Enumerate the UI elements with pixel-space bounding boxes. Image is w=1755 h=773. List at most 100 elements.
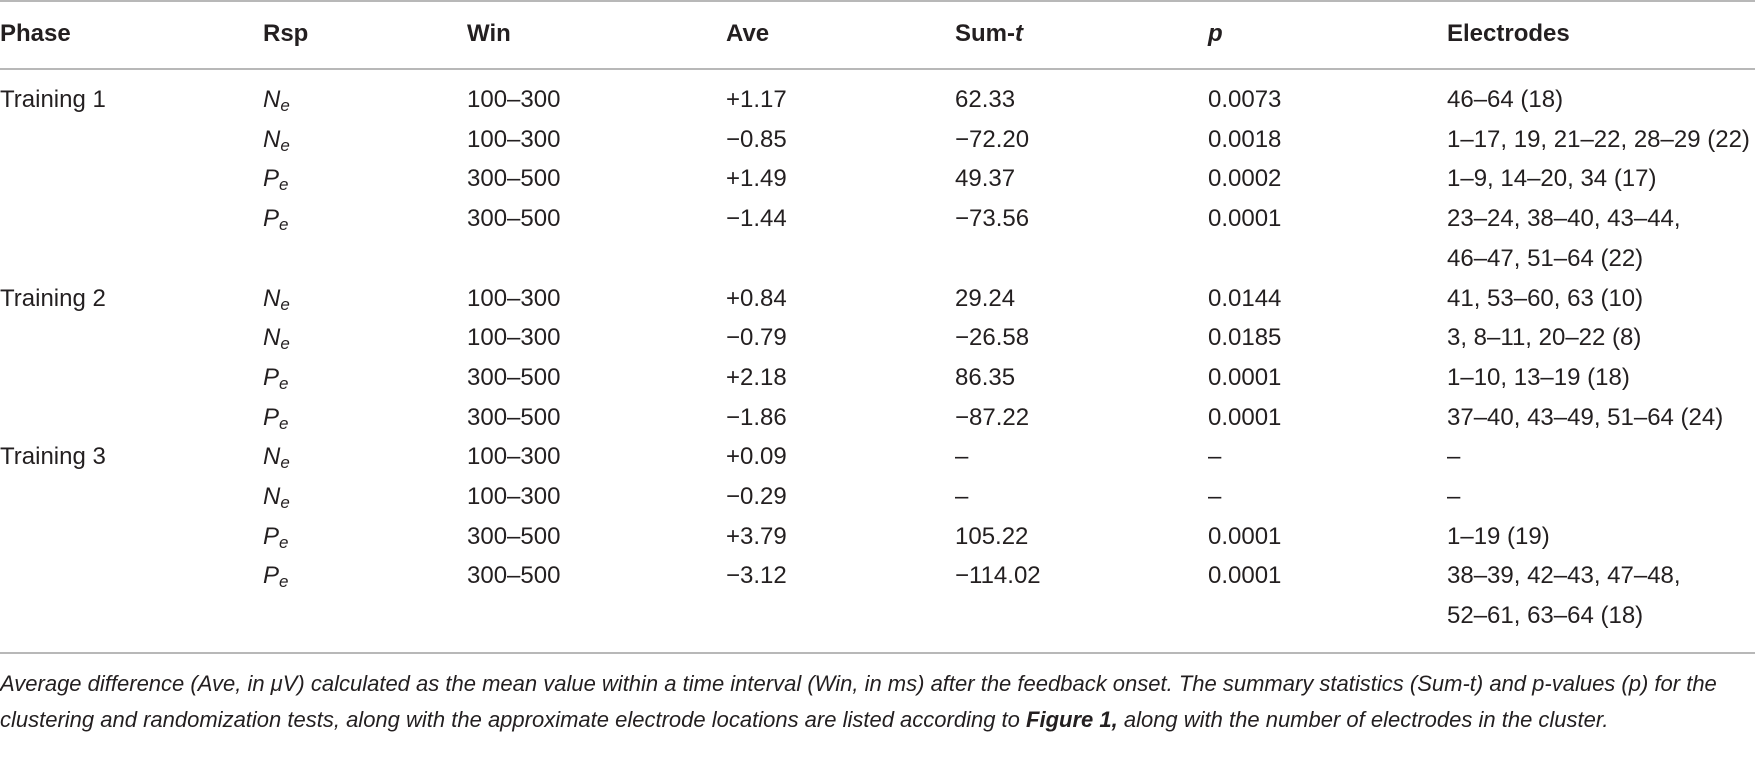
header-win: Win (467, 20, 511, 47)
table-row: Pe 300–500 +2.18 86.35 0.0001 1–10, 13–1… (0, 358, 1755, 398)
rsp-sub: e (279, 215, 289, 235)
rsp-base: P (263, 562, 280, 590)
cell-phase (0, 318, 263, 358)
table-bottom-rule (0, 652, 1755, 654)
table-row: Pe 300–500 −1.86 −87.22 0.0001 37–40, 43… (0, 398, 1755, 438)
cell-phase (0, 358, 263, 398)
table-caption: Average difference (Ave, in μV) calculat… (0, 666, 1755, 738)
cell-ave: −3.12 (726, 562, 787, 590)
cell-rsp: Ne (263, 318, 467, 358)
cell-phase (0, 517, 263, 557)
cell-electrodes: 41, 53–60, 63 (10) (1447, 284, 1644, 312)
rsp-sub: e (280, 135, 290, 155)
cell-ave: +1.17 (726, 86, 787, 113)
rsp-base: P (263, 205, 280, 233)
cell-win: 300–500 (467, 363, 561, 391)
electrodes-line-1: 38–39, 42–43, 47–48, (1447, 562, 1681, 590)
rsp-sub: e (280, 453, 290, 473)
rsp-base: N (263, 324, 281, 352)
cell-phase (0, 556, 263, 635)
cell-sum-t: 105.22 (955, 522, 1029, 550)
cell-rsp: Ne (263, 279, 467, 319)
cell-electrodes: 37–40, 43–49, 51–64 (24) (1447, 403, 1724, 431)
cell-win: 100–300 (467, 324, 561, 352)
cell-electrodes: 23–24, 38–40, 43–44, 46–47, 51–64 (22) (1447, 199, 1755, 278)
cell-electrodes: – (1447, 483, 1461, 511)
cell-sum-t: −26.58 (955, 324, 1030, 352)
cell-sum-t: 86.35 (955, 363, 1016, 391)
cell-electrodes: 3, 8–11, 20–22 (8) (1447, 324, 1642, 352)
cell-rsp: Ne (263, 70, 467, 120)
cell-win: 100–300 (467, 443, 561, 471)
rsp-base: N (263, 483, 281, 511)
rsp-sub: e (279, 413, 289, 433)
cell-sum-t: −114.02 (955, 562, 1041, 590)
cell-electrodes: 38–39, 42–43, 47–48, 52–61, 63–64 (18) (1447, 556, 1755, 635)
cell-sum-t: 29.24 (955, 284, 1016, 312)
table-top-rule (0, 0, 1755, 2)
electrodes-line-2: 46–47, 51–64 (22) (1447, 244, 1644, 272)
cell-phase (0, 398, 263, 438)
header-sum-t: Sum-t (955, 0, 1208, 70)
cell-phase: Training 1 (0, 86, 106, 113)
cell-p: 0.0185 (1208, 324, 1282, 352)
cell-phase (0, 120, 263, 160)
cell-sum-t: 49.37 (955, 165, 1016, 193)
cell-win: 100–300 (467, 284, 561, 312)
cell-p: 0.0002 (1208, 165, 1282, 193)
cell-p: 0.0001 (1208, 562, 1282, 590)
cell-ave: −0.85 (726, 125, 787, 153)
cell-win: 300–500 (467, 165, 561, 193)
rsp-base: P (263, 363, 280, 391)
table-row: Pe 300–500 −3.12 −114.02 0.0001 38–39, 4… (0, 556, 1755, 635)
rsp-sub: e (279, 175, 289, 195)
cell-ave: +2.18 (726, 363, 787, 391)
cell-ave: −1.86 (726, 403, 787, 431)
cell-p: 0.0018 (1208, 125, 1282, 153)
cell-win: 300–500 (467, 403, 561, 431)
results-table: Phase Rsp Win Ave Sum-t p Electrodes Tra… (0, 0, 1755, 635)
table-row: Pe 300–500 +1.49 49.37 0.0002 1–9, 14–20… (0, 159, 1755, 199)
table-header-row: Phase Rsp Win Ave Sum-t p Electrodes (0, 0, 1755, 70)
caption-text-1: Average difference (Ave, in μV) calculat… (0, 671, 1717, 732)
cell-sum-t: −87.22 (955, 403, 1030, 431)
caption-text-2: along with the number of electrodes in t… (1117, 707, 1609, 732)
cell-win: 100–300 (467, 125, 561, 153)
table-row: Ne 100–300 −0.79 −26.58 0.0185 3, 8–11, … (0, 318, 1755, 358)
cell-sum-t: −73.56 (955, 205, 1030, 233)
cell-rsp: Pe (263, 159, 467, 199)
cell-ave: +1.49 (726, 165, 787, 193)
cell-p: 0.0073 (1208, 86, 1282, 113)
caption-figure-ref: Figure 1, (1026, 707, 1118, 732)
header-phase: Phase (0, 20, 71, 47)
cell-ave: −0.29 (726, 483, 787, 511)
header-rsp: Rsp (263, 20, 309, 47)
cell-rsp: Pe (263, 517, 467, 557)
rsp-sub: e (279, 373, 289, 393)
cell-p: – (1208, 483, 1222, 511)
cell-ave: +0.09 (726, 443, 787, 471)
cell-win: 100–300 (467, 483, 561, 511)
rsp-sub: e (280, 294, 290, 314)
cell-p: 0.0001 (1208, 363, 1282, 391)
rsp-base: P (263, 403, 280, 431)
table-row: Training 2 Ne 100–300 +0.84 29.24 0.0144… (0, 279, 1755, 319)
cell-phase (0, 477, 263, 517)
cell-sum-t: −72.20 (955, 125, 1030, 153)
cell-rsp: Pe (263, 556, 467, 635)
cell-p: 0.0001 (1208, 522, 1282, 550)
table-row: Training 1 Ne 100–300 +1.17 62.33 0.0073… (0, 70, 1755, 120)
cell-phase: Training 2 (0, 284, 106, 312)
rsp-base: N (263, 86, 281, 113)
cell-ave: +3.79 (726, 522, 787, 550)
cell-rsp: Ne (263, 477, 467, 517)
header-ave: Ave (726, 20, 770, 47)
rsp-sub: e (280, 96, 290, 115)
table-row: Ne 100–300 −0.85 −72.20 0.0018 1–17, 19,… (0, 120, 1755, 160)
table-header-rule (0, 68, 1755, 70)
header-electrodes: Electrodes (1447, 20, 1570, 47)
rsp-base: N (263, 284, 281, 312)
rsp-base: N (263, 443, 281, 471)
cell-rsp: Ne (263, 437, 467, 477)
cell-p: 0.0001 (1208, 403, 1282, 431)
